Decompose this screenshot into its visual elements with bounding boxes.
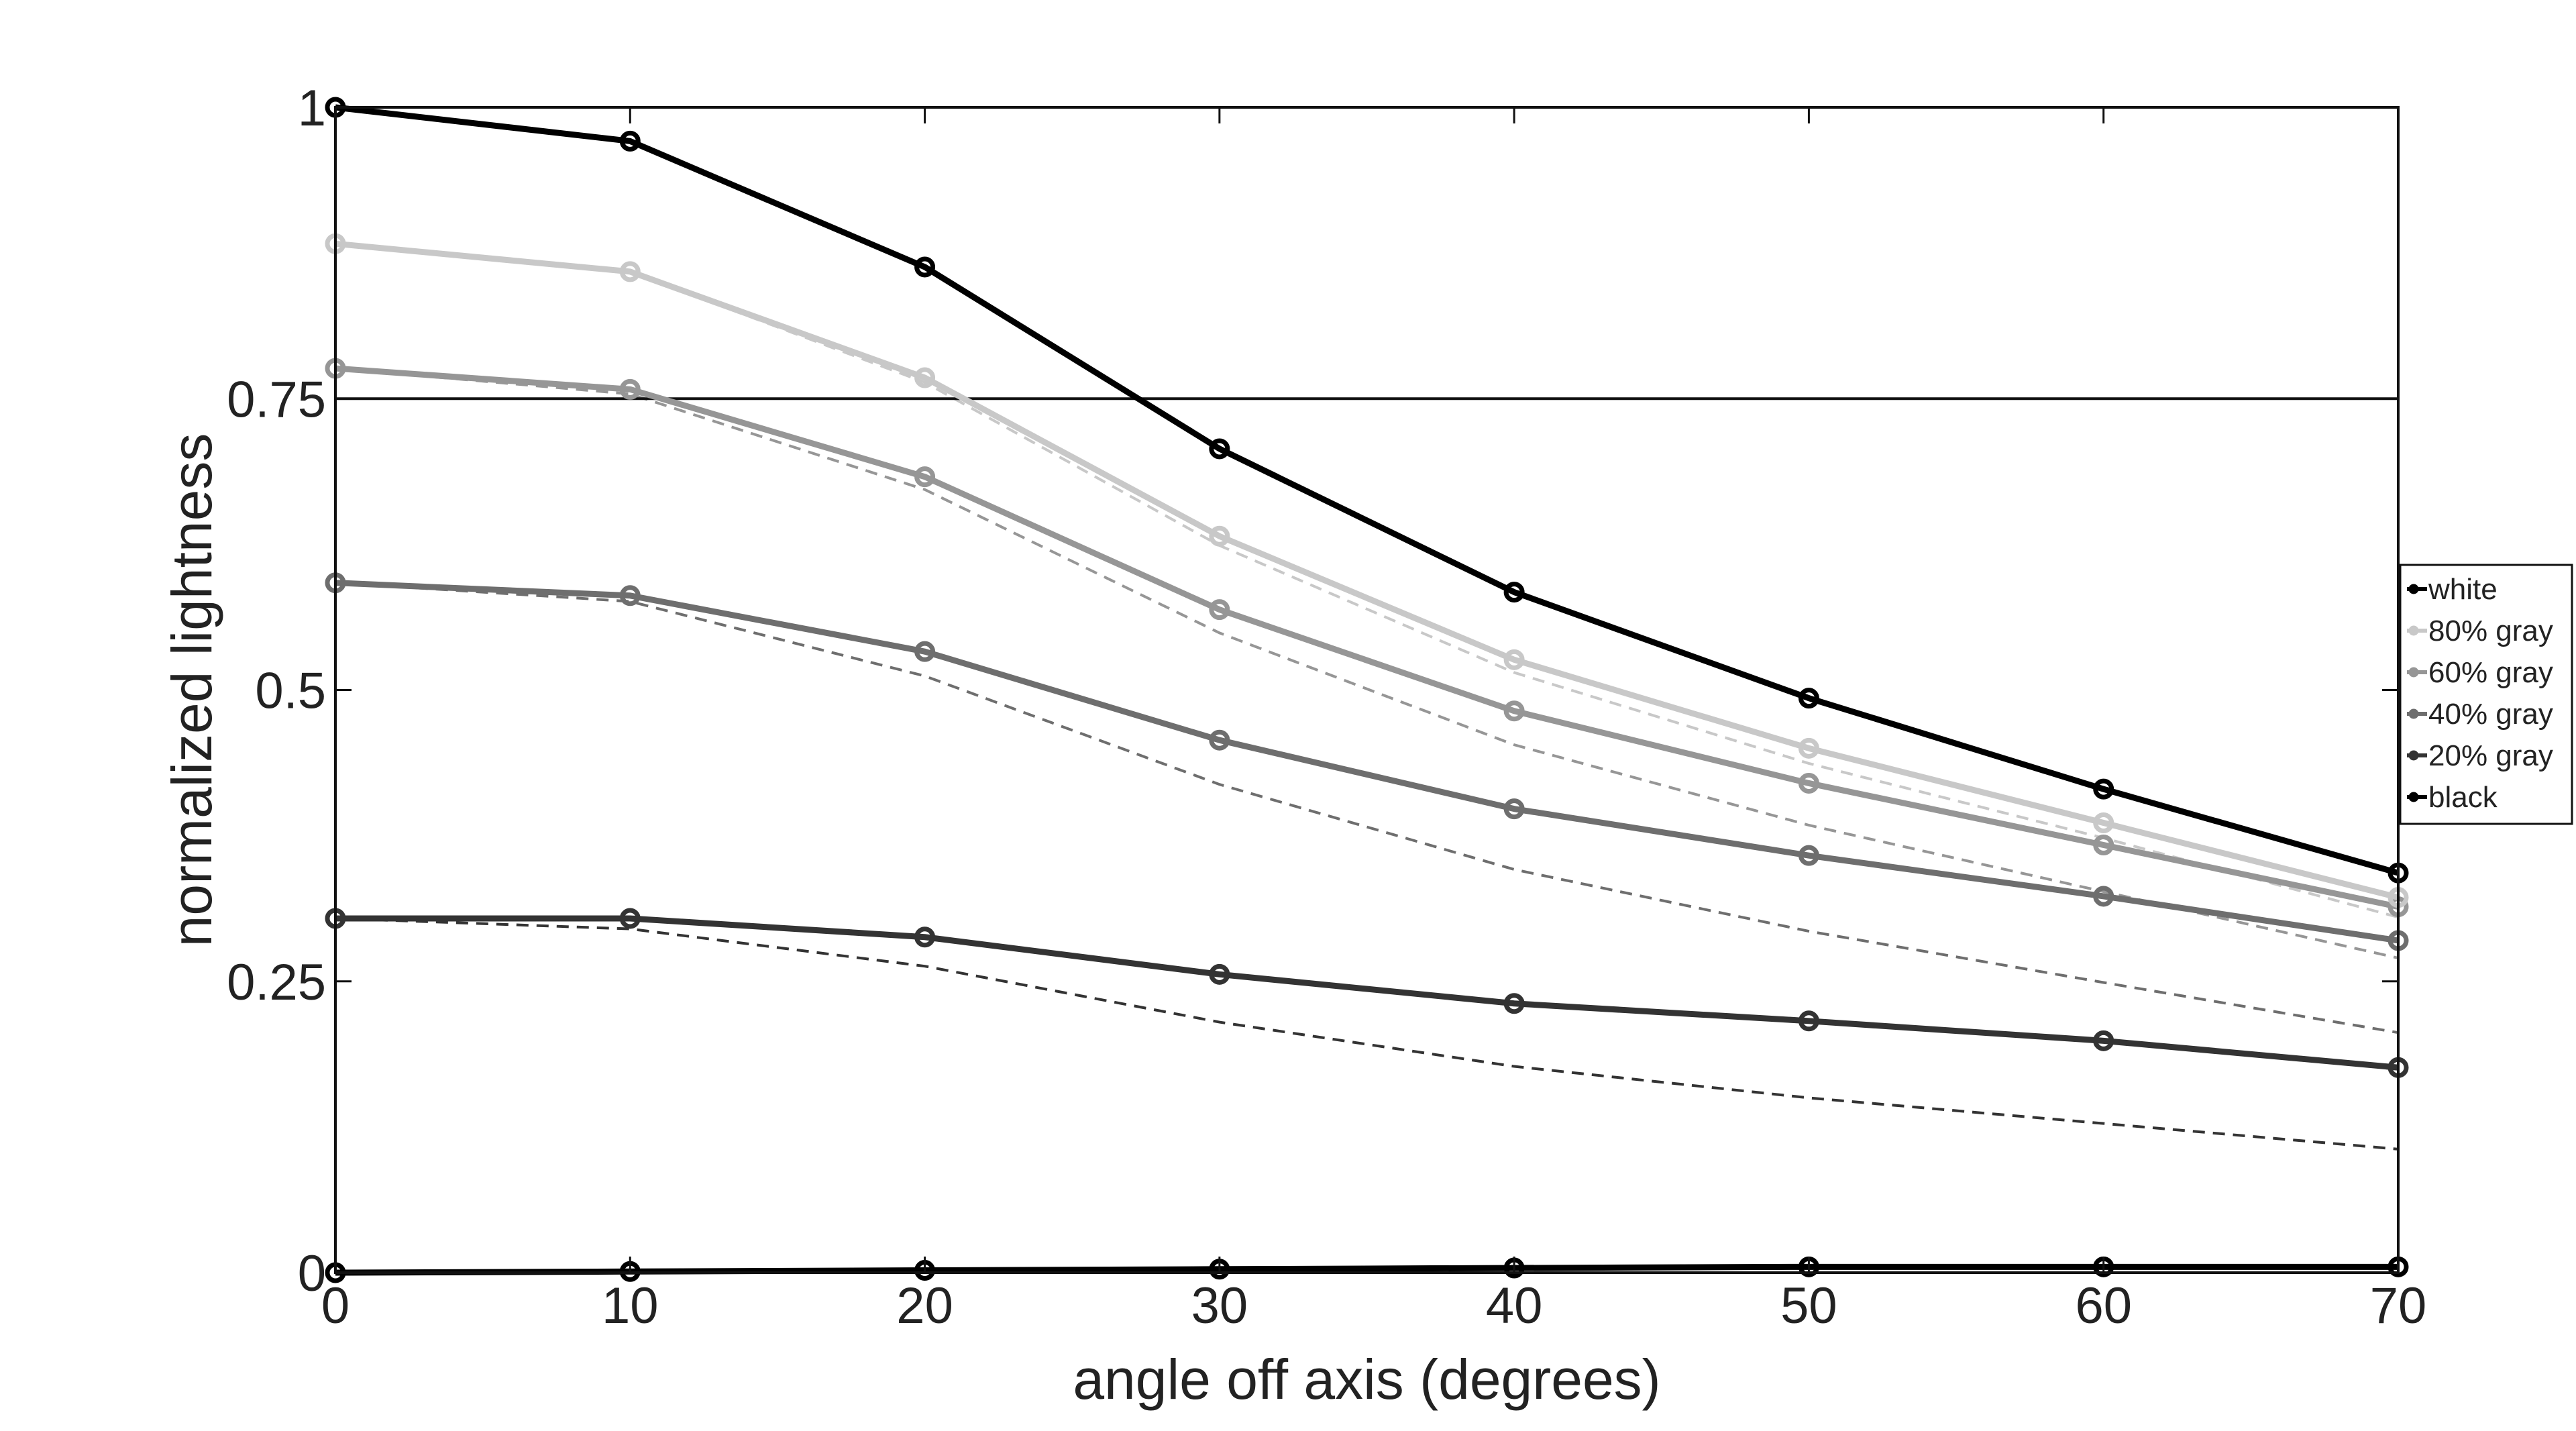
data-point <box>914 256 936 278</box>
x-tick-label: 70 <box>2370 1277 2427 1334</box>
data-point <box>1503 798 1525 820</box>
legend-swatch-marker <box>2408 750 2419 761</box>
legend-swatch-marker <box>2408 667 2419 678</box>
y-tick-label: 0 <box>298 1245 326 1302</box>
data-point <box>1798 688 1819 709</box>
data-point <box>1798 737 1819 759</box>
data-point <box>1798 1010 1819 1032</box>
data-point <box>1798 772 1819 794</box>
data-point <box>1503 649 1525 670</box>
x-axis-title: angle off axis (degrees) <box>1073 1348 1660 1411</box>
series <box>325 908 2409 1078</box>
legend: white 80% gray 60% gray 40% gray 20% gray bla… <box>2399 564 2573 825</box>
data-point <box>1798 845 1819 866</box>
legend-label: black <box>2428 781 2498 814</box>
y-tick-label: 0.25 <box>227 954 326 1011</box>
data-point <box>619 261 641 282</box>
dashed-series-line <box>335 581 2399 1035</box>
dashed-series-line <box>335 916 2399 1151</box>
series-line <box>335 104 2400 876</box>
series <box>325 572 2409 951</box>
y-tick-label: 1 <box>298 80 326 137</box>
x-tick-label: 40 <box>1486 1277 1543 1334</box>
series-layer <box>325 97 2409 1283</box>
x-tick-label: 30 <box>1191 1277 1248 1334</box>
data-point <box>1209 599 1230 621</box>
data-point <box>619 378 641 400</box>
data-point <box>619 908 641 929</box>
x-tick-label: 50 <box>1780 1277 1837 1334</box>
data-point <box>914 466 936 488</box>
legend-label: white <box>2428 573 2498 606</box>
series-line <box>335 240 2400 901</box>
y-tick-label: 0.5 <box>255 663 326 720</box>
series-line <box>335 915 2399 1071</box>
data-point <box>1503 700 1525 722</box>
data-point <box>1209 729 1230 751</box>
data-point <box>914 367 936 388</box>
series <box>325 97 2409 884</box>
y-tick-label: 0.75 <box>227 371 326 428</box>
x-tick-label: 0 <box>321 1277 350 1334</box>
series <box>325 233 2409 908</box>
legend-label: 40% gray <box>2428 698 2553 731</box>
dashed-series-line <box>335 367 2399 959</box>
data-point <box>619 130 641 152</box>
data-point <box>1209 438 1230 460</box>
series-line <box>335 1263 2398 1276</box>
data-point <box>2093 835 2114 856</box>
legend-swatch-marker <box>2408 708 2419 719</box>
legend-label: 80% gray <box>2428 615 2553 647</box>
data-point <box>1503 582 1525 603</box>
legend-item: white <box>2407 573 2498 606</box>
x-tick-label: 20 <box>896 1277 953 1334</box>
legend-swatch-marker <box>2408 792 2419 802</box>
legend-item: 40% gray <box>2407 698 2553 731</box>
dashed-series-layer <box>335 242 2399 1151</box>
data-point <box>2093 778 2114 800</box>
y-axis-title: normalized lightness <box>160 433 223 947</box>
x-tick-label: 10 <box>602 1277 659 1334</box>
series-line <box>335 580 2399 944</box>
legend-item: 20% gray <box>2407 739 2553 772</box>
data-point <box>914 641 936 662</box>
tick-layer: 0 10 20 30 40 50 60 70 0 0.25 0.5 0.75 1 <box>227 80 2426 1334</box>
data-point <box>1209 963 1230 985</box>
data-point <box>1503 993 1525 1014</box>
series-line <box>335 365 2399 910</box>
data-point <box>1209 525 1230 547</box>
data-point <box>2093 812 2114 834</box>
data-point <box>914 926 936 948</box>
legend-item: black <box>2407 781 2498 814</box>
legend-item: 60% gray <box>2407 656 2553 689</box>
series <box>325 358 2409 918</box>
data-point <box>2093 886 2114 907</box>
legend-swatch-marker <box>2408 625 2419 636</box>
data-point <box>619 585 641 606</box>
legend-box <box>2399 564 2573 825</box>
legend-item: 80% gray <box>2407 615 2553 647</box>
legend-label: 60% gray <box>2428 656 2553 689</box>
x-tick-label: 60 <box>2075 1277 2132 1334</box>
legend-swatch-marker <box>2408 584 2419 594</box>
data-point <box>2093 1030 2114 1051</box>
legend-label: 20% gray <box>2428 739 2553 772</box>
